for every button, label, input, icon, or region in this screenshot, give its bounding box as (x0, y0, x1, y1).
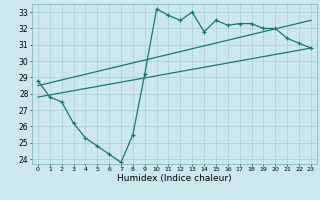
X-axis label: Humidex (Indice chaleur): Humidex (Indice chaleur) (117, 174, 232, 183)
